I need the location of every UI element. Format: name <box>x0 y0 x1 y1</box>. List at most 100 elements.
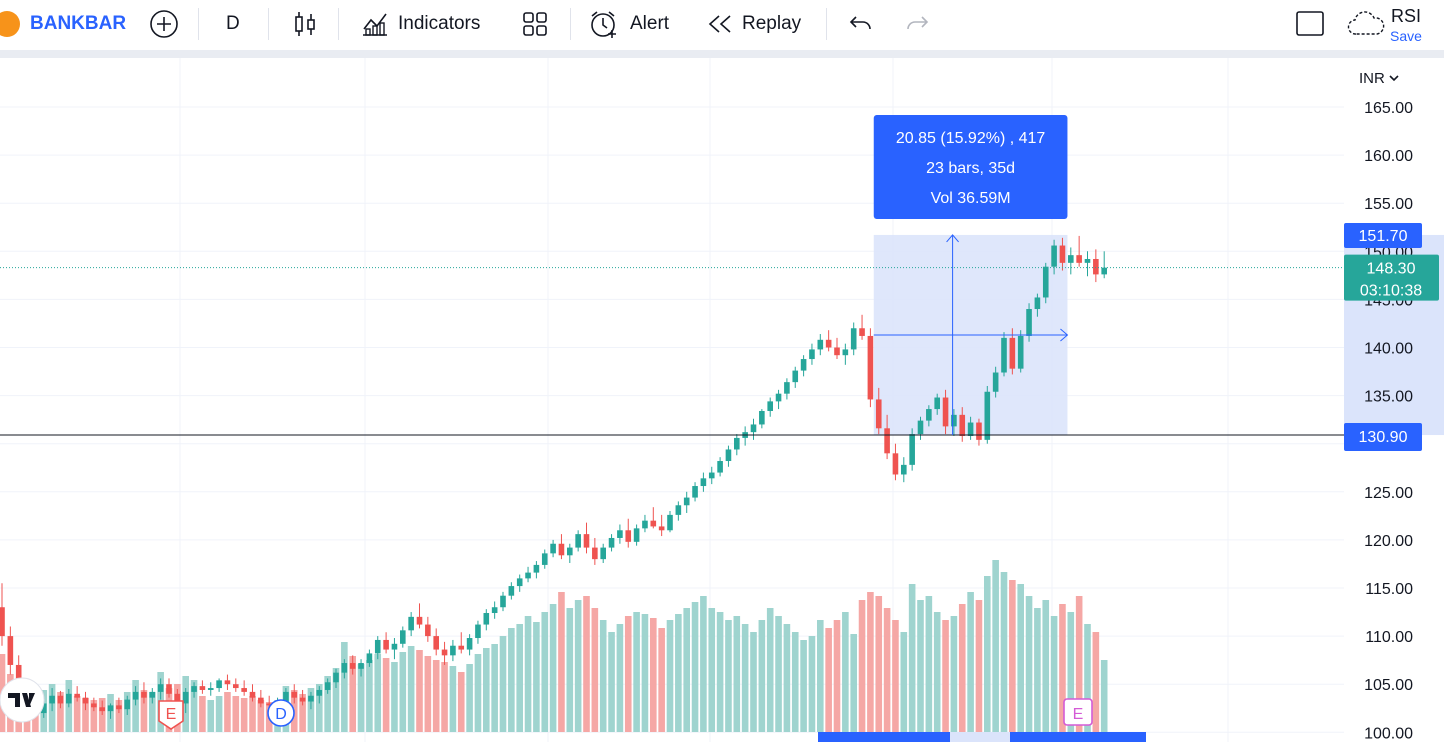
time-range-highlight-mid <box>950 732 1010 742</box>
volume-bar <box>432 660 440 732</box>
candle-body <box>366 653 373 664</box>
volume-bar <box>750 632 757 732</box>
square-icon <box>1296 11 1324 36</box>
candle-body <box>400 630 406 644</box>
candle-body <box>700 478 707 487</box>
save-link[interactable]: Save <box>1390 28 1422 44</box>
layout-name[interactable]: RSI <box>1391 6 1422 26</box>
candle-body <box>917 420 924 435</box>
volume-bar <box>666 620 674 732</box>
redo-button[interactable] <box>902 0 932 48</box>
undo-icon <box>849 16 871 30</box>
volume-bar <box>366 660 373 732</box>
symbol-search[interactable]: BANKBAR <box>0 0 126 48</box>
alert-button[interactable]: Alert <box>588 0 669 48</box>
candle-body <box>466 638 473 650</box>
volume-bar <box>349 656 356 732</box>
candle-body <box>967 422 974 437</box>
volume-bar <box>1000 572 1008 732</box>
volume-bar <box>541 612 549 732</box>
candle-body <box>425 624 431 637</box>
candle-body <box>91 703 97 708</box>
candle-body <box>141 691 147 698</box>
candle-body <box>825 339 832 348</box>
volume-bar <box>1084 624 1091 732</box>
compare-button[interactable] <box>148 0 180 48</box>
candle-body <box>299 697 306 702</box>
candle-body <box>992 372 999 392</box>
chevron-down-icon[interactable] <box>1389 75 1399 82</box>
volume-bar <box>608 632 615 732</box>
candle-body <box>283 691 289 702</box>
volume-bar <box>675 614 682 732</box>
candle-body <box>750 424 757 433</box>
volume-bar <box>240 698 248 732</box>
volume-bar <box>441 662 448 732</box>
volume-bar <box>1042 600 1050 732</box>
candle-body <box>341 663 348 673</box>
plus-circle-icon <box>150 10 178 38</box>
volume-bar <box>232 696 240 732</box>
candle-body <box>625 530 632 542</box>
candle-body <box>1009 337 1016 369</box>
rewind-icon <box>708 15 731 33</box>
candle-body <box>959 414 966 437</box>
volume-bar <box>132 680 139 732</box>
volume-bar <box>374 654 382 732</box>
interval-label: D <box>226 13 240 34</box>
candle-body <box>157 684 164 692</box>
candle-body <box>850 328 857 350</box>
volume-bar <box>1017 584 1024 732</box>
volume-bar <box>457 672 465 732</box>
volume-bar <box>491 644 498 732</box>
tradingview-logo-icon <box>8 693 35 707</box>
tradingview-logo[interactable] <box>0 677 45 723</box>
volume-bar <box>958 604 966 732</box>
volume-bar <box>499 636 507 732</box>
replay-button[interactable]: Replay <box>706 0 801 48</box>
candle-body <box>550 543 556 554</box>
candle-body <box>633 528 640 542</box>
price-chart[interactable]: 20.85 (15.92%) , 417 23 bars, 35d Vol 36.5… <box>0 58 1444 742</box>
dividend-marker[interactable] <box>267 699 295 727</box>
chart-type-button[interactable] <box>290 0 320 48</box>
undo-button[interactable] <box>846 0 876 48</box>
candle-body <box>116 705 122 710</box>
measure-label-line-1: 20.85 (15.92%) , 417 <box>896 130 1046 147</box>
volume-bar <box>633 612 640 732</box>
fullscreen-button[interactable] <box>1294 0 1326 48</box>
candle-body <box>909 434 915 465</box>
volume-bar <box>382 658 390 732</box>
volume-bar <box>716 612 724 732</box>
volume-bar <box>775 616 782 732</box>
volume-bar <box>474 654 482 732</box>
volume-bar <box>758 620 766 732</box>
cloud-save-button[interactable] <box>1346 0 1386 48</box>
measure-arrow-head-right <box>1060 328 1069 342</box>
volume-bar <box>833 620 841 732</box>
candle-body <box>441 649 448 656</box>
volume-bar <box>332 668 340 732</box>
volume-bar <box>933 612 941 732</box>
measure-arrow-head-up <box>946 234 959 243</box>
candle-body <box>558 543 565 556</box>
candle-body <box>291 691 298 698</box>
volume-bar <box>1067 612 1075 732</box>
candle-body <box>483 613 490 625</box>
interval-button[interactable]: D <box>226 0 240 48</box>
candle-body <box>358 663 364 669</box>
indicators-button[interactable]: Indicators <box>360 0 480 48</box>
price-tick-label: 160.00 <box>1364 148 1413 165</box>
earnings-marker-upcoming[interactable] <box>1063 698 1093 726</box>
layouts-button[interactable] <box>520 0 550 48</box>
earnings-marker-past[interactable] <box>158 700 184 730</box>
volume-bar <box>741 624 749 732</box>
candle-body <box>926 409 932 421</box>
candle-body <box>500 595 506 608</box>
candle-body <box>792 370 799 383</box>
candles-icon <box>295 12 315 36</box>
volume-bar <box>140 690 148 732</box>
candle-body <box>1017 335 1024 369</box>
candle-body <box>391 643 398 650</box>
chart-area[interactable]: 20.85 (15.92%) , 417 23 bars, 35d Vol 36.5… <box>0 58 1444 742</box>
